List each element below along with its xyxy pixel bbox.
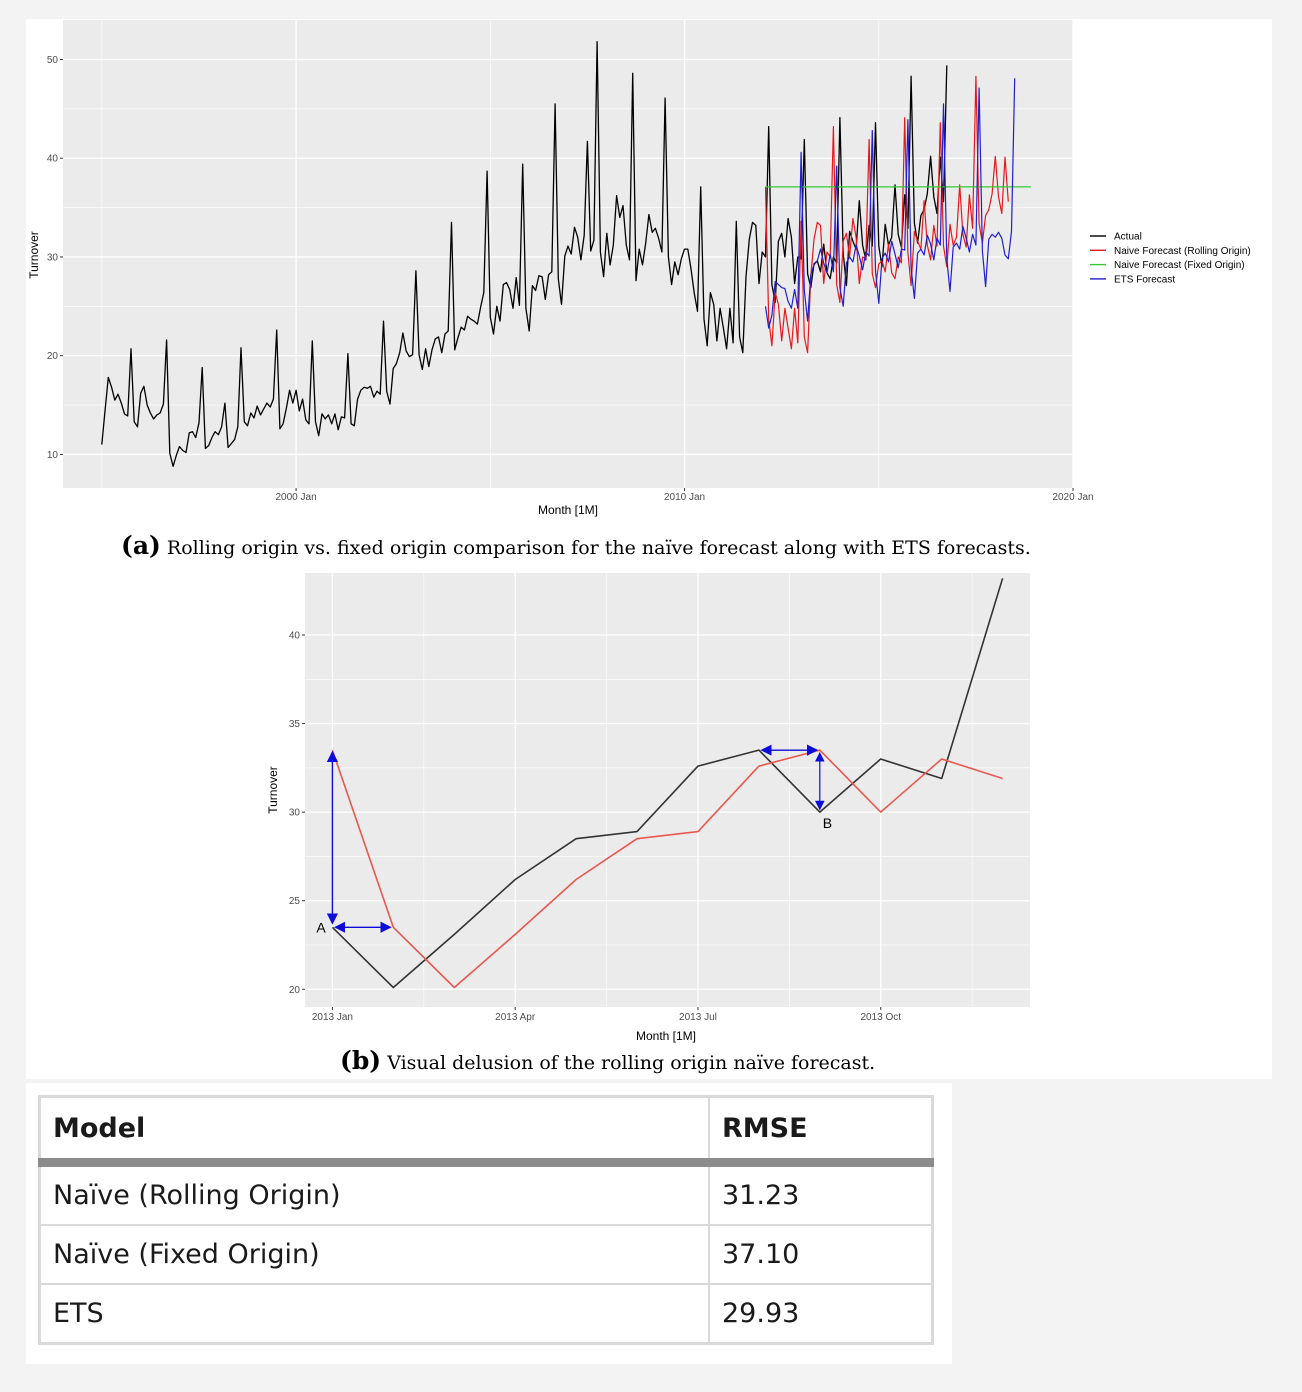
series-line-naive-forecast: [331, 749, 1003, 989]
tick-label-y: 30: [289, 808, 301, 819]
chart-a-y-ticks: 10 20 30 40 50: [47, 55, 63, 461]
caption-a-text: Rolling origin vs. fixed origin comparis…: [166, 537, 1031, 559]
tick-label-x: 2020 Jan: [1052, 492, 1093, 503]
rmse-table: Model RMSE Naïve (Rolling Origin) 31.23 …: [38, 1095, 934, 1345]
legend-label: Naive Forecast (Fixed Origin): [1114, 260, 1245, 271]
tick-label-y: 35: [289, 719, 301, 730]
series-line-actual: [331, 578, 1004, 989]
header-model: Model: [38, 1095, 710, 1167]
tick-label-x: 2013 Jul: [679, 1012, 717, 1023]
chart-a-x-ticks: 2000 Jan 2010 Jan 2020 Jan: [275, 488, 1094, 503]
chart-b-lines: [331, 578, 1004, 989]
chart-b-x-axis-label: Month [1M]: [636, 1029, 696, 1043]
caption-b-label: (b): [340, 1046, 382, 1075]
table-row: Naïve (Rolling Origin) 31.23: [38, 1161, 934, 1226]
series-line-actual: [101, 41, 948, 467]
cell-model: Naïve (Rolling Origin): [38, 1161, 710, 1226]
caption-a: (a) Rolling origin vs. fixed origin comp…: [121, 531, 1031, 560]
tick-label-y: 20: [47, 351, 59, 362]
caption-b-text: Visual delusion of the rolling origin na…: [387, 1052, 876, 1074]
tick-label-x: 2013 Apr: [495, 1012, 536, 1023]
tick-label-x: 2013 Jan: [312, 1012, 353, 1023]
tick-label-x: 2000 Jan: [275, 492, 316, 503]
cell-rmse: 29.93: [708, 1283, 934, 1345]
table-row: ETS 29.93: [38, 1283, 934, 1345]
legend-label: ETS Forecast: [1114, 274, 1175, 285]
annotation-a: A: [316, 919, 326, 935]
chart-a: 10 20 30 40 50 2000 Jan 2010 Jan 2020 Jan Mont…: [27, 20, 1251, 517]
tick-label-y: 10: [47, 450, 59, 461]
cell-model: ETS: [38, 1283, 710, 1345]
chart-a-panel: [63, 20, 1073, 488]
chart-b-annotations: AB: [316, 744, 832, 935]
chart-a-x-axis-label: Month [1M]: [538, 503, 598, 517]
series-line-ets-forecast: [764, 78, 1016, 329]
legend-label: Naive Forecast (Rolling Origin): [1114, 246, 1251, 257]
chart-b-panel: [305, 573, 1030, 1007]
chart-a-y-axis-label: Turnover: [27, 231, 41, 279]
legend-label: Actual: [1114, 232, 1142, 243]
cell-model: Naïve (Fixed Origin): [38, 1224, 710, 1285]
chart-a-lines: [101, 41, 1031, 467]
chart-a-grid: [63, 20, 1074, 488]
chart-b-x-ticks: 2013 Jan 2013 Apr 2013 Jul 2013 Oct: [312, 1007, 901, 1023]
caption-b: (b) Visual delusion of the rolling origi…: [340, 1046, 875, 1075]
tick-label-x: 2013 Oct: [860, 1012, 901, 1023]
annotation-b: B: [823, 815, 832, 831]
cell-rmse: 37.10: [708, 1224, 934, 1285]
tick-label-y: 40: [289, 631, 301, 642]
chart-a-legend: Actual Naive Forecast (Rolling Origin) Nai…: [1090, 232, 1251, 285]
tick-label-y: 50: [47, 55, 59, 66]
tick-label-x: 2010 Jan: [664, 492, 705, 503]
rmse-table-card: Model RMSE Naïve (Rolling Origin) 31.23 …: [26, 1083, 952, 1364]
figure-sheet: 10 20 30 40 50 2000 Jan 2010 Jan 2020 Jan Mont…: [26, 19, 1272, 1079]
tick-label-y: 25: [289, 896, 301, 907]
chart-b-y-ticks: 20 25 30 35 40: [289, 631, 305, 996]
header-rmse: RMSE: [708, 1095, 934, 1167]
cell-rmse: 31.23: [708, 1161, 934, 1226]
tick-label-y: 20: [289, 985, 301, 996]
caption-a-label: (a): [121, 531, 161, 560]
table-row: Naïve (Fixed Origin) 37.10: [38, 1224, 934, 1285]
chart-b-y-axis-label: Turnover: [266, 766, 280, 814]
tick-label-y: 40: [47, 154, 59, 165]
table-header-row: Model RMSE: [38, 1095, 934, 1167]
tick-label-y: 30: [47, 252, 59, 263]
